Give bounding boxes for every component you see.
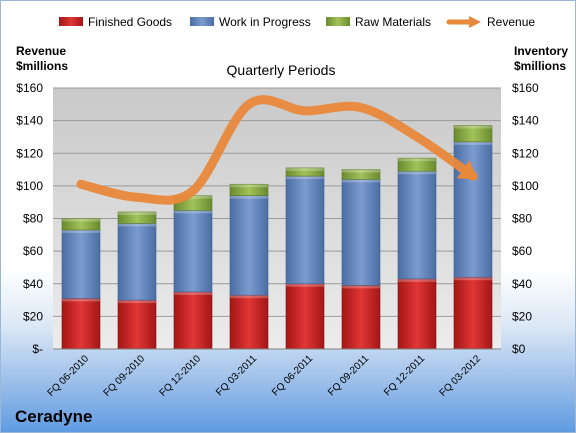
left-axis-ticks: $- $20 $40 $60 $80 $100 $120 $140 $160 [16, 81, 43, 356]
x-tick-label: FQ 12-2011 [382, 353, 427, 398]
legend-label-revenue: Revenue [487, 15, 535, 29]
bar-highlight [342, 285, 380, 289]
left-tick-label: $120 [16, 146, 43, 160]
right-tick-label: $100 [512, 179, 539, 193]
bar-finished-goods-fq-09-2011 [341, 285, 381, 350]
right-axis-title-line1: Inventory [514, 44, 568, 58]
bar-raw-materials-fq-12-2011 [397, 157, 437, 172]
right-axis-title-line2: $millions [514, 59, 566, 73]
bar-highlight [230, 184, 268, 188]
bar-finished-goods-fq-03-2012 [453, 276, 493, 350]
left-tick-label: $160 [16, 81, 43, 95]
bar-work-in-progress-fq-06-2011 [285, 175, 325, 285]
x-tick-label: FQ 09-2010 [102, 353, 148, 399]
bar-finished-goods-fq-09-2010 [117, 299, 157, 350]
left-tick-label: $80 [23, 212, 43, 226]
x-tick-label: FQ 09-2011 [326, 353, 371, 398]
right-tick-label: $20 [512, 309, 532, 323]
bar-highlight [286, 283, 324, 287]
revenue-line [76, 95, 478, 205]
bar-highlight [230, 295, 268, 299]
left-tick-label: $100 [16, 179, 43, 193]
left-axis-title-line2: $millions [16, 59, 68, 73]
bar-finished-goods-fq-12-2010 [173, 291, 213, 350]
legend-label-finished-goods: Finished Goods [88, 15, 172, 29]
left-tick-label: $140 [16, 114, 43, 128]
bar-highlight [286, 167, 324, 171]
bar-work-in-progress-fq-09-2011 [341, 179, 381, 286]
bar-highlight [398, 158, 436, 162]
bar-work-in-progress-fq-06-2010 [61, 229, 101, 299]
bar-highlight [174, 195, 212, 199]
right-tick-label: $40 [512, 277, 532, 291]
bar-raw-materials-fq-03-2011 [229, 183, 269, 196]
left-axis-title-line1: Revenue [16, 44, 66, 58]
left-tick-label: $- [32, 342, 43, 356]
bar-highlight [230, 195, 268, 199]
legend-swatch-raw-materials [326, 17, 350, 26]
company-name: Ceradyne [15, 407, 92, 426]
bar-highlight [174, 210, 212, 214]
bar-finished-goods-fq-12-2011 [397, 278, 437, 350]
chart-title: Quarterly Periods [227, 62, 336, 78]
bar-highlight [286, 176, 324, 180]
right-tick-label: $60 [512, 244, 532, 258]
bar-work-in-progress-fq-12-2010 [173, 210, 213, 293]
right-tick-label: $120 [512, 146, 539, 160]
bar-highlight [62, 298, 100, 302]
bar-raw-materials-fq-09-2011 [341, 169, 381, 180]
x-axis-labels: FQ 06-2010 FQ 09-2010 FQ 12-2010 FQ 03-2011… [46, 353, 484, 399]
right-tick-label: $160 [512, 81, 539, 95]
left-tick-label: $60 [23, 244, 43, 258]
bar-highlight [342, 179, 380, 183]
revenue-line-layer [76, 95, 478, 205]
legend: Finished Goods Work in Progress Raw Mate… [59, 15, 535, 29]
bar-work-in-progress-fq-03-2011 [229, 195, 269, 296]
bar-raw-materials-fq-06-2011 [285, 167, 325, 177]
bar-finished-goods-fq-03-2011 [229, 294, 269, 350]
bar-finished-goods-fq-06-2011 [285, 283, 325, 350]
bar-highlight [342, 169, 380, 173]
legend-label-raw-materials: Raw Materials [355, 15, 431, 29]
bar-highlight [398, 278, 436, 282]
x-tick-label: FQ 06-2010 [46, 353, 92, 399]
right-tick-label: $0 [512, 342, 526, 356]
legend-label-work-in-progress: Work in Progress [219, 15, 311, 29]
left-tick-label: $40 [23, 277, 43, 291]
right-tick-label: $140 [512, 114, 539, 128]
legend-swatch-finished-goods [59, 17, 83, 26]
left-tick-label: $20 [23, 309, 43, 323]
x-tick-label: FQ 06-2011 [270, 353, 315, 398]
bar-series [61, 125, 493, 350]
bar-raw-materials-fq-03-2012 [453, 125, 493, 143]
bar-highlight [454, 125, 492, 129]
right-tick-label: $80 [512, 212, 532, 226]
bar-highlight [454, 141, 492, 145]
bar-highlight [62, 218, 100, 222]
x-tick-label: FQ 03-2012 [438, 353, 484, 399]
bar-highlight [118, 211, 156, 215]
bar-highlight [174, 291, 212, 295]
right-axis-ticks: $0 $20 $40 $60 $80 $100 $120 $140 $160 [512, 81, 539, 356]
bar-raw-materials-fq-09-2010 [117, 211, 157, 224]
bar-highlight [454, 277, 492, 281]
legend-swatch-work-in-progress [190, 17, 214, 26]
bar-highlight [118, 223, 156, 227]
revenue-arrowhead [456, 160, 478, 180]
bar-finished-goods-fq-06-2010 [61, 298, 101, 350]
bar-work-in-progress-fq-12-2011 [397, 170, 437, 280]
bar-highlight [62, 229, 100, 233]
bar-work-in-progress-fq-09-2010 [117, 223, 157, 301]
x-tick-label: FQ 03-2011 [214, 353, 259, 398]
bar-raw-materials-fq-06-2010 [61, 218, 101, 231]
legend-revenue-arrowhead [469, 16, 481, 28]
x-tick-label: FQ 12-2010 [158, 353, 204, 399]
bar-highlight [118, 300, 156, 304]
bar-highlight [398, 171, 436, 175]
